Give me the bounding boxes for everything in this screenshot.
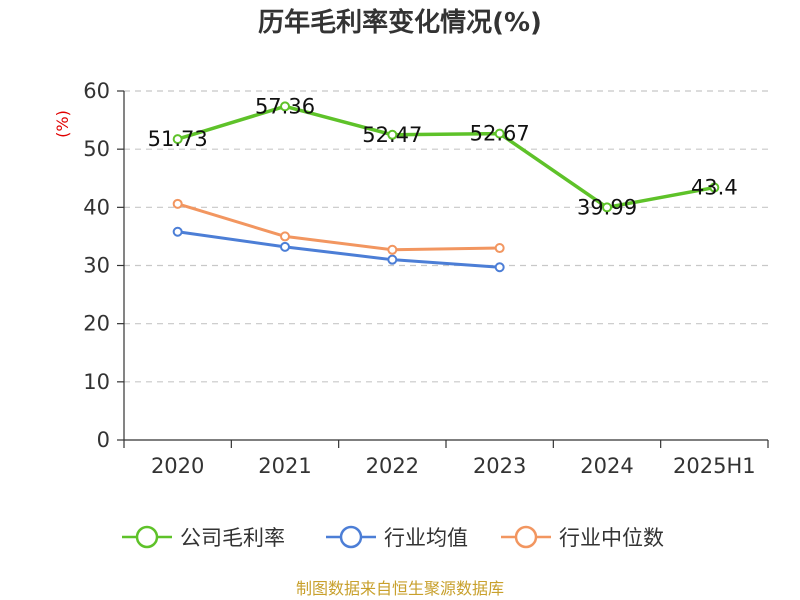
x-tick-label: 2021	[258, 454, 311, 478]
y-tick-label: 30	[83, 254, 110, 278]
series-line	[176, 202, 502, 252]
data-label: 39.99	[577, 195, 637, 219]
data-point	[387, 244, 398, 255]
x-tick-label: 2024	[580, 454, 633, 478]
legend-label: 公司毛利率	[180, 526, 285, 550]
series-line	[175, 104, 717, 210]
data-point	[494, 128, 505, 139]
data-point	[280, 241, 290, 252]
source-label: 制图数据来自恒生聚源数据库	[296, 579, 504, 598]
data-label: 43.4	[691, 176, 738, 200]
y-tick-label: 0	[97, 428, 110, 452]
x-tick-label: 2023	[473, 454, 526, 478]
y-axis-unit-label: (%)	[53, 110, 72, 138]
y-axis: 0 10 20 30 40 50 60	[83, 79, 125, 452]
legend-label: 行业均值	[384, 526, 468, 550]
data-point	[280, 101, 290, 112]
data-point	[602, 202, 612, 213]
data-point	[387, 254, 398, 265]
y-tick-label: 60	[83, 79, 110, 103]
legend-marker	[135, 525, 159, 549]
y-tick-label: 20	[83, 312, 110, 336]
y-tick-label: 50	[83, 137, 110, 161]
x-tick-label: 2020	[151, 454, 204, 478]
chart-title: 历年毛利率变化情况(%)	[258, 7, 542, 38]
series-line	[176, 230, 502, 269]
legend: 公司毛利率 行业均值 行业中位数	[122, 525, 664, 550]
data-label: 52.47	[362, 123, 422, 147]
data-label: 52.67	[470, 122, 530, 146]
x-axis: 2020 2021 2022 2023 2024 2025H1	[123, 439, 769, 478]
legend-label: 行业中位数	[559, 526, 664, 550]
data-point	[172, 226, 183, 237]
data-point	[172, 198, 183, 209]
legend-marker	[339, 525, 363, 549]
data-point	[172, 134, 183, 145]
data-label: 51.73	[148, 127, 208, 151]
series-lines	[172, 101, 720, 273]
data-labels: 51.73 57.36 52.47 52.67 39.99 43.4	[148, 94, 738, 219]
data-point	[387, 129, 398, 140]
data-point	[280, 231, 290, 242]
data-point	[494, 262, 505, 273]
legend-marker	[514, 525, 538, 549]
data-point	[494, 243, 505, 254]
grid-lines	[124, 90, 768, 383]
x-tick-label: 2025H1	[673, 454, 756, 478]
x-tick-label: 2022	[366, 454, 419, 478]
data-label: 57.36	[255, 94, 315, 118]
y-tick-label: 10	[83, 370, 110, 394]
data-point	[709, 182, 720, 193]
y-tick-label: 40	[83, 195, 110, 219]
